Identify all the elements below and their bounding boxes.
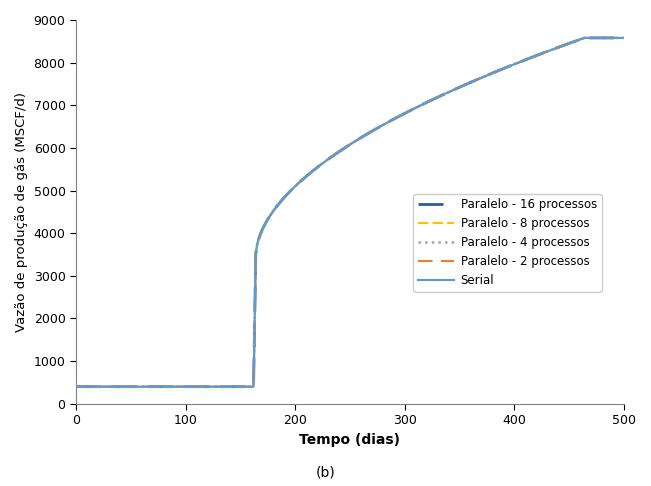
Paralelo - 4 processos	[306, 171, 314, 176]
Paralelo - 8 processos	[72, 384, 80, 390]
Paralelo - 8 processos	[581, 35, 589, 41]
Paralelo - 2 processos	[581, 35, 589, 41]
Paralelo - 2 processos	[283, 192, 290, 198]
Paralelo - 2 processos	[72, 384, 80, 390]
Paralelo - 2 processos	[167, 384, 175, 390]
Paralelo - 8 processos	[550, 46, 558, 52]
Paralelo - 4 processos	[167, 384, 175, 390]
Text: (b): (b)	[316, 465, 335, 479]
Paralelo - 2 processos	[609, 35, 617, 41]
Paralelo - 16 processos	[550, 46, 558, 52]
Paralelo - 2 processos	[306, 171, 314, 176]
Paralelo - 2 processos	[620, 35, 628, 41]
Paralelo - 2 processos	[135, 384, 143, 390]
Paralelo - 4 processos	[620, 35, 628, 41]
Legend: Paralelo - 16 processos, Paralelo - 8 processos, Paralelo - 4 processos, Paralel: Paralelo - 16 processos, Paralelo - 8 pr…	[413, 193, 602, 292]
Paralelo - 16 processos	[72, 384, 80, 390]
Paralelo - 16 processos	[167, 384, 175, 390]
Y-axis label: Vazão de produção de gás (MSCF/d): Vazão de produção de gás (MSCF/d)	[15, 92, 28, 332]
Paralelo - 16 processos	[283, 192, 290, 198]
Paralelo - 8 processos	[135, 384, 143, 390]
Line: Paralelo - 8 processos: Paralelo - 8 processos	[76, 38, 624, 387]
Serial	[609, 35, 617, 41]
Paralelo - 4 processos	[135, 384, 143, 390]
Serial	[283, 192, 290, 198]
Paralelo - 16 processos	[581, 35, 589, 41]
Paralelo - 8 processos	[167, 384, 175, 390]
X-axis label: Tempo (dias): Tempo (dias)	[299, 433, 400, 447]
Serial	[306, 171, 314, 176]
Serial	[620, 35, 628, 41]
Paralelo - 8 processos	[283, 192, 290, 198]
Paralelo - 16 processos	[620, 35, 628, 41]
Serial	[581, 35, 589, 41]
Line: Paralelo - 2 processos: Paralelo - 2 processos	[76, 38, 624, 387]
Serial	[72, 384, 80, 390]
Paralelo - 4 processos	[283, 192, 290, 198]
Paralelo - 4 processos	[581, 35, 589, 41]
Paralelo - 4 processos	[609, 35, 617, 41]
Paralelo - 4 processos	[550, 46, 558, 52]
Paralelo - 2 processos	[550, 46, 558, 52]
Paralelo - 4 processos	[72, 384, 80, 390]
Paralelo - 16 processos	[306, 171, 314, 176]
Serial	[167, 384, 175, 390]
Paralelo - 8 processos	[609, 35, 617, 41]
Paralelo - 8 processos	[620, 35, 628, 41]
Line: Paralelo - 16 processos: Paralelo - 16 processos	[76, 38, 624, 387]
Line: Serial: Serial	[76, 38, 624, 387]
Paralelo - 8 processos	[306, 171, 314, 176]
Serial	[550, 46, 558, 52]
Serial	[135, 384, 143, 390]
Line: Paralelo - 4 processos: Paralelo - 4 processos	[76, 38, 624, 387]
Paralelo - 16 processos	[135, 384, 143, 390]
Paralelo - 16 processos	[609, 35, 617, 41]
